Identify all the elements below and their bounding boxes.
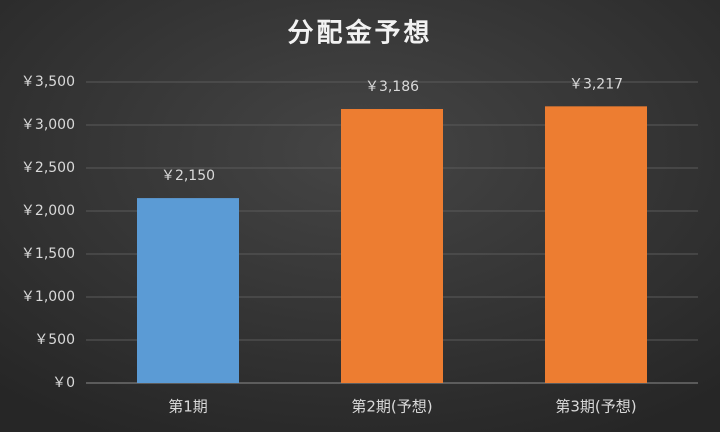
x-tick-label: 第2期(予想) (351, 398, 432, 416)
data-label: ￥3,186 (365, 79, 419, 95)
x-tick-label: 第3期(予想) (555, 398, 636, 416)
y-tick-label: ￥1,500 (21, 246, 75, 262)
data-label: ￥2,150 (161, 168, 215, 184)
bar (137, 198, 239, 383)
y-tick-label: ￥3,000 (21, 117, 75, 133)
y-tick-label: ￥2,000 (21, 203, 75, 219)
bar (545, 106, 647, 383)
y-tick-label: ￥2,500 (21, 160, 75, 176)
chart-title: 分配金予想 (287, 18, 432, 49)
x-tick-label: 第1期 (168, 398, 208, 416)
data-label: ￥3,217 (569, 76, 623, 92)
y-tick-label: ￥500 (34, 332, 75, 348)
y-tick-label: ￥1,000 (21, 289, 75, 305)
y-tick-label: ￥0 (52, 375, 75, 391)
bar (341, 109, 443, 383)
y-tick-label: ￥3,500 (21, 74, 75, 90)
